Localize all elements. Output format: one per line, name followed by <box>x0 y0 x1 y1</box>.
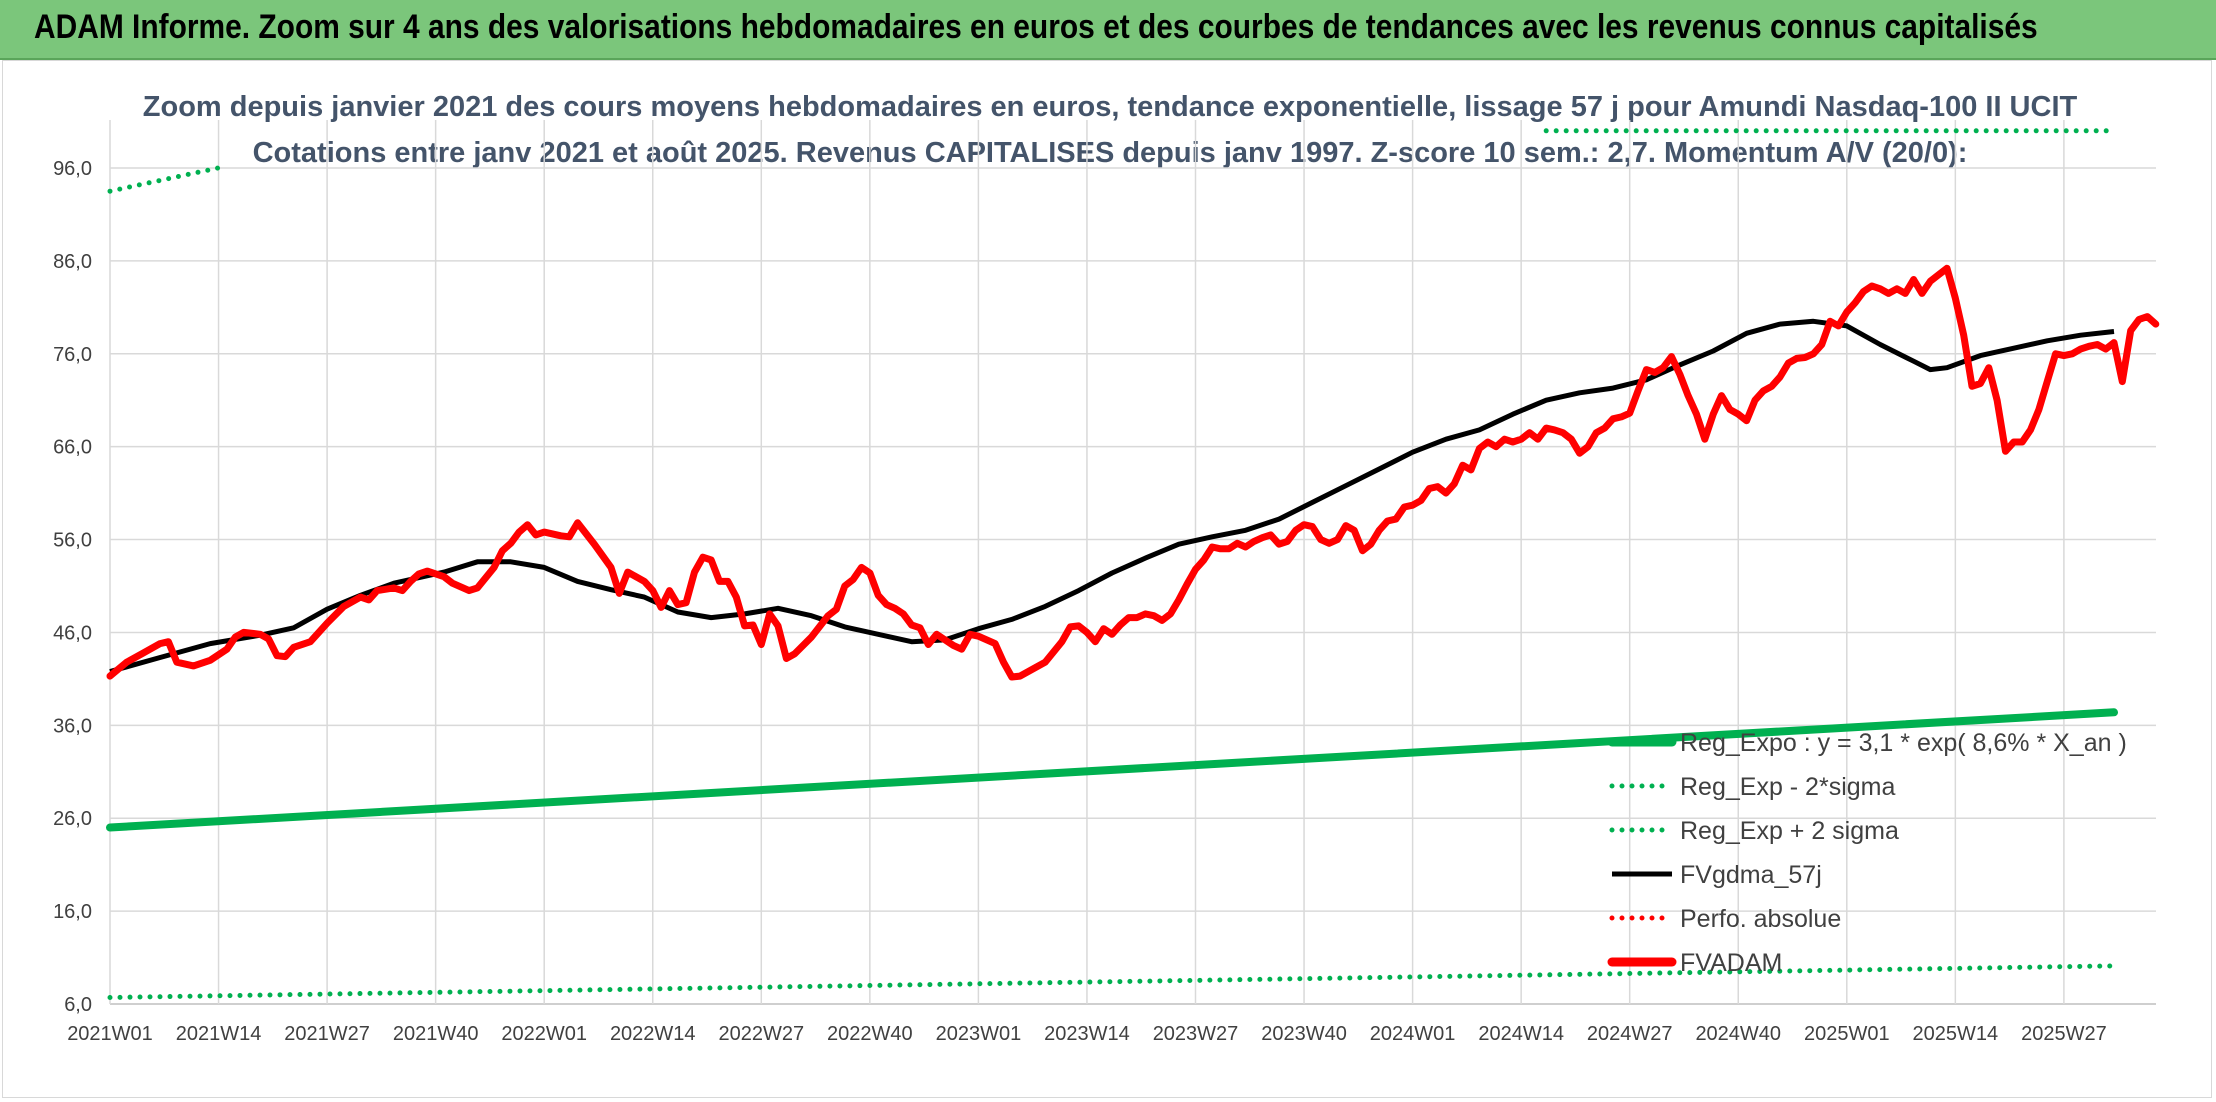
title-banner: ADAM Informe. Zoom sur 4 ans des valoris… <box>0 0 2216 60</box>
x-tick-label: 2024W27 <box>1587 1023 1673 1045</box>
x-axis-ticks: 2021W01 2021W14 2021W27 2021W40 2022W01 2022W… <box>67 1023 2107 1045</box>
y-tick-label: 26,0 <box>53 808 92 830</box>
x-tick-label: 2021W01 <box>67 1023 153 1045</box>
legend-label: Reg_Exp - 2*sigma <box>1680 773 1895 801</box>
chart-title: Zoom depuis janvier 2021 des cours moyen… <box>143 91 2078 123</box>
x-tick-label: 2021W40 <box>393 1023 479 1045</box>
y-tick-label: 46,0 <box>53 622 92 644</box>
banner-title: ADAM Informe. Zoom sur 4 ans des valoris… <box>34 8 2038 46</box>
series-group <box>106 128 2160 1000</box>
x-tick-label: 2024W14 <box>1478 1023 1564 1045</box>
x-tick-label: 2021W27 <box>284 1023 370 1045</box>
series-fvadam <box>106 264 2160 681</box>
series-reg-exp-2-sigma <box>107 963 2117 1000</box>
x-tick-label: 2023W01 <box>936 1023 1022 1045</box>
legend-label: FVADAM <box>1680 949 1782 977</box>
x-tick-label: 2024W01 <box>1370 1023 1456 1045</box>
legend-label: FVgdma_57j <box>1680 861 1822 889</box>
y-axis-ticks: 6,0 16,0 26,0 36,0 46,0 56,0 66,0 76,0 86,0 96,0 <box>53 158 92 1016</box>
y-tick-label: 36,0 <box>53 715 92 737</box>
x-tick-label: 2022W27 <box>718 1023 804 1045</box>
x-tick-label: 2025W01 <box>1804 1023 1890 1045</box>
y-tick-label: 76,0 <box>53 344 92 366</box>
y-tick-label: 86,0 <box>53 251 92 273</box>
x-tick-label: 2025W27 <box>2021 1023 2107 1045</box>
x-tick-label: 2023W40 <box>1261 1023 1347 1045</box>
x-tick-label: 2021W14 <box>176 1023 262 1045</box>
chart-subtitle: Cotations entre janv 2021 et août 2025. … <box>253 137 1968 169</box>
gridlines <box>109 120 2156 1005</box>
series-reg-expo-y-3-1-exp-8-6-x-an <box>106 708 2118 832</box>
legend-label: Reg_Exp + 2 sigma <box>1680 817 1899 845</box>
legend-label: Perfo. absolue <box>1680 905 1841 933</box>
series-reg-exp-2-sigma <box>107 163 230 194</box>
y-tick-label: 56,0 <box>53 530 92 552</box>
legend-label: Reg_Expo : y = 3,1 * exp( 8,6% * X_an ) <box>1680 729 2127 757</box>
x-tick-label: 2022W40 <box>827 1023 913 1045</box>
x-tick-label: 2023W14 <box>1044 1023 1130 1045</box>
y-tick-label: 6,0 <box>64 994 92 1016</box>
legend: Reg_Expo : y = 3,1 * exp( 8,6% * X_an ) R… <box>1607 729 2127 977</box>
chart-frame <box>2 60 2212 1098</box>
x-tick-label: 2024W40 <box>1695 1023 1781 1045</box>
y-tick-label: 66,0 <box>53 437 92 459</box>
x-tick-label: 2023W27 <box>1153 1023 1239 1045</box>
y-tick-label: 96,0 <box>53 158 92 180</box>
x-tick-label: 2022W14 <box>610 1023 696 1045</box>
y-tick-label: 16,0 <box>53 901 92 923</box>
x-tick-label: 2025W14 <box>1913 1023 1999 1045</box>
series-fvgdma-57j <box>109 318 2115 674</box>
x-tick-label: 2022W01 <box>501 1023 587 1045</box>
